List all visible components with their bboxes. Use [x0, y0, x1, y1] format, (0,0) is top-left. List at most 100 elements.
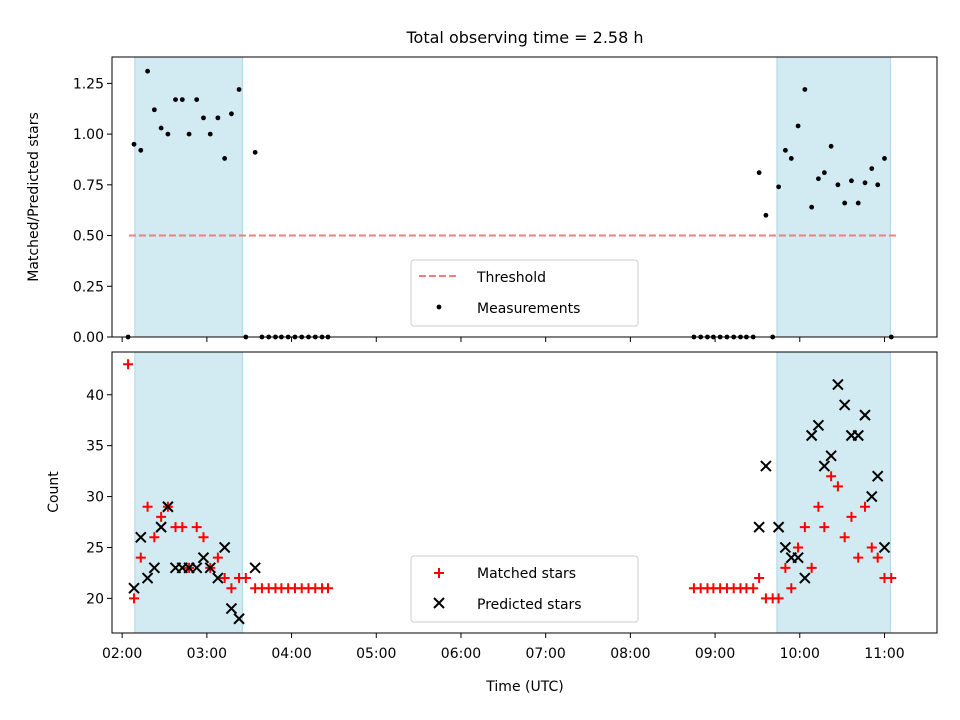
measurement-point [173, 97, 178, 103]
predicted-star-point [812, 419, 825, 432]
measurement-point [855, 200, 861, 206]
measurement-point [835, 182, 841, 188]
legend-matched-swatch [434, 568, 444, 578]
top-y-ticks: 0.00 0.25 0.50 0.75 1.00 1.25 [73, 76, 112, 346]
predicted-star-point [772, 521, 785, 533]
matched-star-point [806, 562, 817, 573]
matched-star-point [191, 522, 202, 533]
predicted-star-point [753, 521, 765, 533]
matched-star-point [240, 573, 251, 584]
matched-star-point [212, 552, 223, 563]
top-legend: Threshold Measurements [410, 259, 639, 327]
matched-star-point [754, 573, 765, 584]
predicted-stars-points [128, 378, 891, 625]
predicted-star-point [859, 409, 871, 421]
matched-star-point [129, 593, 140, 604]
matched-star-point [226, 583, 237, 594]
x-tick-label: 04:00 [271, 646, 311, 662]
top-y-axis-label: Matched/Predicted stars [26, 112, 42, 282]
measurement-point [131, 141, 137, 147]
measurement-point [165, 131, 171, 137]
predicted-star-point [792, 551, 804, 564]
bottom-x-ticks: 02:00 03:00 04:00 05:00 06:00 07:00 08:00 09:00… [102, 633, 905, 662]
predicted-star-point [799, 572, 811, 584]
predicted-star-point [135, 531, 147, 544]
measurement-point [179, 97, 185, 103]
y-tick-label: 1.00 [73, 127, 104, 143]
matched-star-point [156, 511, 167, 522]
predicted-star-point [832, 378, 844, 391]
matched-star-point [748, 583, 759, 594]
measurement-point [145, 68, 150, 74]
x-tick-label: 03:00 [187, 646, 227, 662]
top-axes-frame [111, 56, 938, 338]
matched-star-point [793, 542, 804, 553]
predicted-star-point [225, 602, 238, 615]
predicted-star-point [197, 551, 210, 564]
measurement-point [215, 115, 221, 121]
predicted-star-point [162, 501, 174, 513]
measurement-point [816, 176, 821, 182]
matched-star-point [773, 593, 784, 604]
matched-star-point [860, 501, 871, 512]
shaded-span [134, 56, 243, 338]
measurement-point [186, 131, 192, 137]
measurement-point [158, 125, 164, 131]
shaded-span [776, 56, 891, 338]
top-legend-frame [410, 259, 639, 327]
matched-star-point [853, 552, 864, 563]
predicted-star-point [818, 460, 831, 472]
matched-star-point [149, 532, 160, 543]
top-x-ticks [121, 337, 885, 342]
measurement-point [201, 115, 206, 121]
bottom-axes-frame [111, 351, 938, 634]
predicted-star-point [233, 613, 245, 625]
measurement-point [788, 156, 794, 161]
matched-star-point [819, 522, 830, 533]
matched-star-point [780, 562, 791, 573]
predicted-star-point [204, 562, 216, 574]
measurement-point [782, 147, 788, 153]
matched-star-point [799, 522, 810, 533]
matched-star-point [198, 532, 209, 543]
x-tick-label: 06:00 [441, 646, 481, 662]
bottom-y-ticks: 20 25 30 35 40 [86, 388, 112, 607]
y-tick-label: 0.00 [73, 330, 104, 346]
measurement-point [151, 107, 157, 113]
measurement-point [763, 212, 769, 218]
measurement-point [795, 123, 801, 129]
legend-matched-label: Matched stars [477, 566, 576, 582]
legend-measurements-label: Measurements [477, 301, 580, 317]
shaded-span [776, 351, 891, 634]
measurement-point [869, 166, 875, 171]
chart-title: Total observing time = 2.58 h [405, 28, 643, 47]
legend-predicted-swatch [433, 597, 445, 609]
matched-star-point [872, 552, 883, 563]
matched-star-point [177, 522, 188, 533]
y-tick-label: 30 [86, 490, 104, 506]
predicted-star-point [218, 541, 231, 554]
bottom-legend-frame [410, 555, 639, 623]
x-tick-label: 07:00 [525, 646, 565, 662]
matched-star-point [322, 583, 333, 594]
matched-star-point [813, 501, 824, 512]
measurement-point [875, 182, 881, 188]
y-tick-label: 0.50 [73, 229, 104, 245]
matched-star-point [826, 471, 837, 482]
matched-star-point [786, 583, 797, 594]
measurement-point [252, 149, 258, 155]
predicted-star-point [779, 541, 792, 554]
measurement-point [138, 147, 144, 153]
y-tick-label: 40 [86, 388, 104, 404]
y-tick-label: 20 [86, 591, 104, 607]
measurement-point [809, 204, 815, 210]
y-tick-label: 1.25 [73, 76, 104, 92]
predicted-star-point [878, 541, 891, 554]
x-tick-label: 05:00 [356, 646, 396, 662]
measurement-point [236, 87, 242, 92]
measurement-point [828, 143, 834, 149]
legend-measurements-swatch [436, 304, 442, 310]
legend-threshold-label: Threshold [476, 270, 546, 286]
y-tick-label: 35 [86, 439, 104, 455]
